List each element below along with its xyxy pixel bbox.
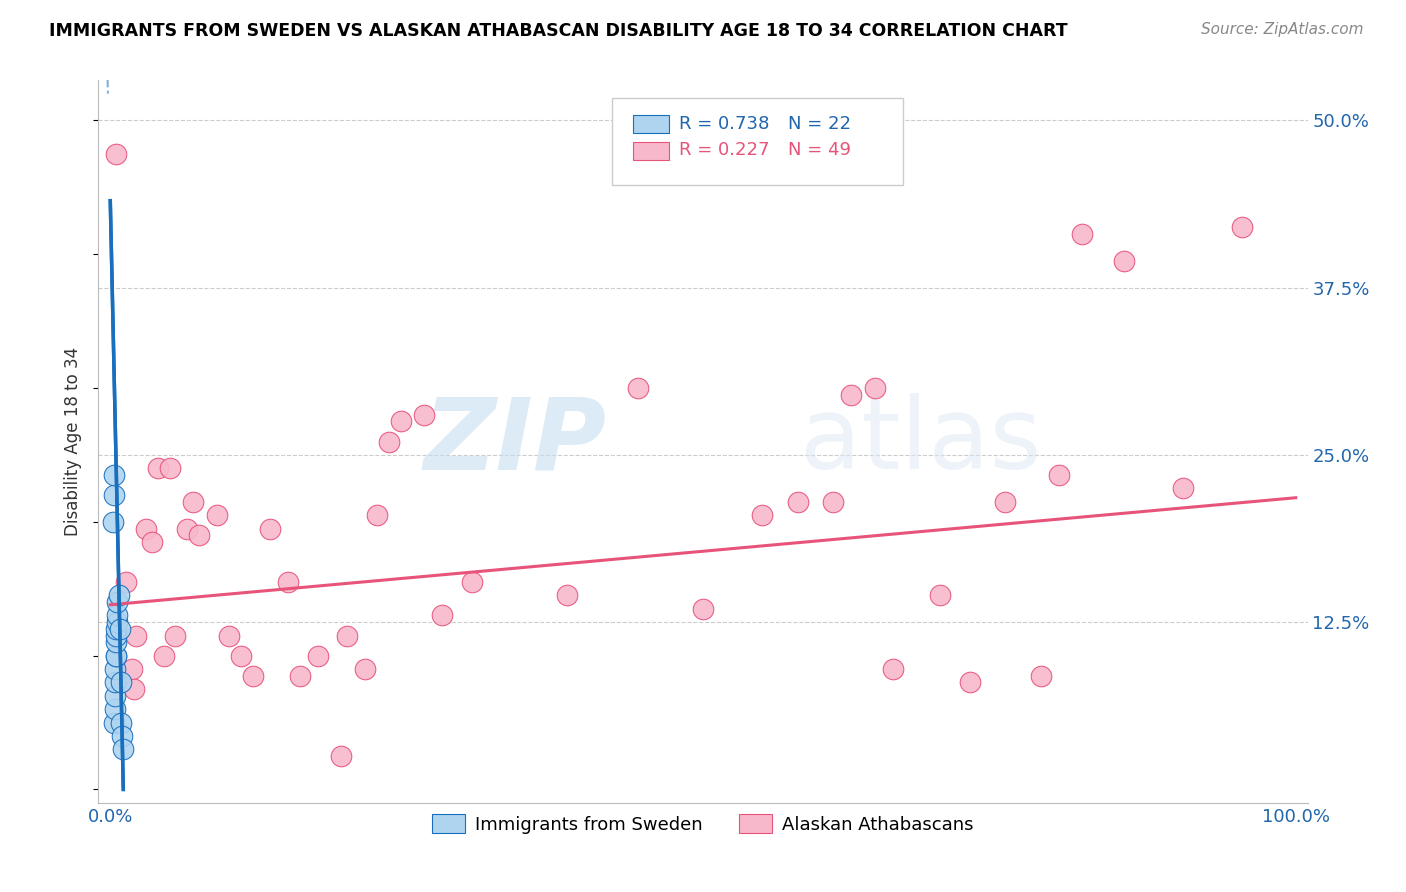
Point	[165, 628, 187, 642]
Point	[627, 381, 650, 395]
Point	[103, 467, 125, 482]
Text: N = 49: N = 49	[787, 141, 851, 160]
Point	[1232, 220, 1254, 235]
Point	[1071, 227, 1094, 242]
Point	[336, 628, 359, 642]
Point	[141, 535, 163, 549]
Point	[1047, 467, 1070, 482]
Point	[103, 715, 125, 730]
Point	[823, 494, 845, 508]
Text: ZIP: ZIP	[423, 393, 606, 490]
Point	[432, 608, 454, 623]
Point	[105, 635, 128, 649]
Point	[959, 675, 981, 690]
Point	[105, 628, 128, 642]
Point	[1029, 669, 1052, 683]
Point	[259, 521, 281, 535]
Point	[277, 575, 299, 590]
Point	[104, 675, 127, 690]
Point	[105, 648, 128, 663]
Point	[105, 595, 128, 609]
Point	[159, 461, 181, 475]
Point	[751, 508, 773, 523]
Point	[288, 669, 311, 683]
Point	[1171, 482, 1194, 496]
Point	[110, 715, 132, 730]
FancyBboxPatch shape	[633, 115, 669, 133]
Point	[218, 628, 240, 642]
Point	[839, 387, 862, 401]
Point	[101, 515, 124, 529]
Point	[1112, 254, 1135, 268]
Point	[125, 628, 148, 642]
Point	[188, 528, 211, 542]
Point	[692, 602, 714, 616]
Point	[104, 662, 127, 676]
Point	[176, 521, 198, 535]
Point	[863, 381, 886, 395]
Point	[307, 648, 329, 663]
Point	[354, 662, 377, 676]
Point	[104, 702, 127, 716]
Point	[112, 742, 135, 756]
Point	[105, 608, 128, 623]
Point	[105, 622, 128, 636]
Text: IMMIGRANTS FROM SWEDEN VS ALASKAN ATHABASCAN DISABILITY AGE 18 TO 34 CORRELATION: IMMIGRANTS FROM SWEDEN VS ALASKAN ATHABA…	[49, 22, 1067, 40]
Point	[105, 648, 128, 663]
Point	[122, 682, 145, 697]
Point	[111, 729, 134, 743]
FancyBboxPatch shape	[633, 142, 669, 160]
Point	[882, 662, 904, 676]
Text: Source: ZipAtlas.com: Source: ZipAtlas.com	[1201, 22, 1364, 37]
Point	[105, 615, 128, 630]
Point	[929, 589, 952, 603]
Point	[181, 494, 204, 508]
Point	[107, 589, 129, 603]
Point	[105, 147, 128, 161]
Point	[152, 648, 174, 663]
Point	[786, 494, 808, 508]
Point	[205, 508, 228, 523]
Point	[366, 508, 388, 523]
Point	[413, 408, 436, 422]
Legend: Immigrants from Sweden, Alaskan Athabascans: Immigrants from Sweden, Alaskan Athabasc…	[425, 807, 981, 841]
Point	[242, 669, 264, 683]
Text: atlas: atlas	[800, 393, 1042, 490]
Point	[104, 689, 127, 703]
Point	[135, 521, 157, 535]
Point	[110, 675, 132, 690]
Point	[108, 622, 131, 636]
Point	[389, 414, 412, 428]
Text: R = 0.738: R = 0.738	[679, 115, 769, 133]
Point	[555, 589, 578, 603]
Point	[994, 494, 1017, 508]
Point	[461, 575, 484, 590]
Y-axis label: Disability Age 18 to 34: Disability Age 18 to 34	[65, 347, 83, 536]
Point	[146, 461, 169, 475]
Text: N = 22: N = 22	[787, 115, 851, 133]
Point	[114, 575, 136, 590]
Point	[378, 434, 401, 449]
Point	[121, 662, 143, 676]
Text: R = 0.227: R = 0.227	[679, 141, 769, 160]
FancyBboxPatch shape	[613, 98, 903, 185]
Point	[103, 488, 125, 502]
Point	[330, 749, 353, 764]
Point	[229, 648, 252, 663]
